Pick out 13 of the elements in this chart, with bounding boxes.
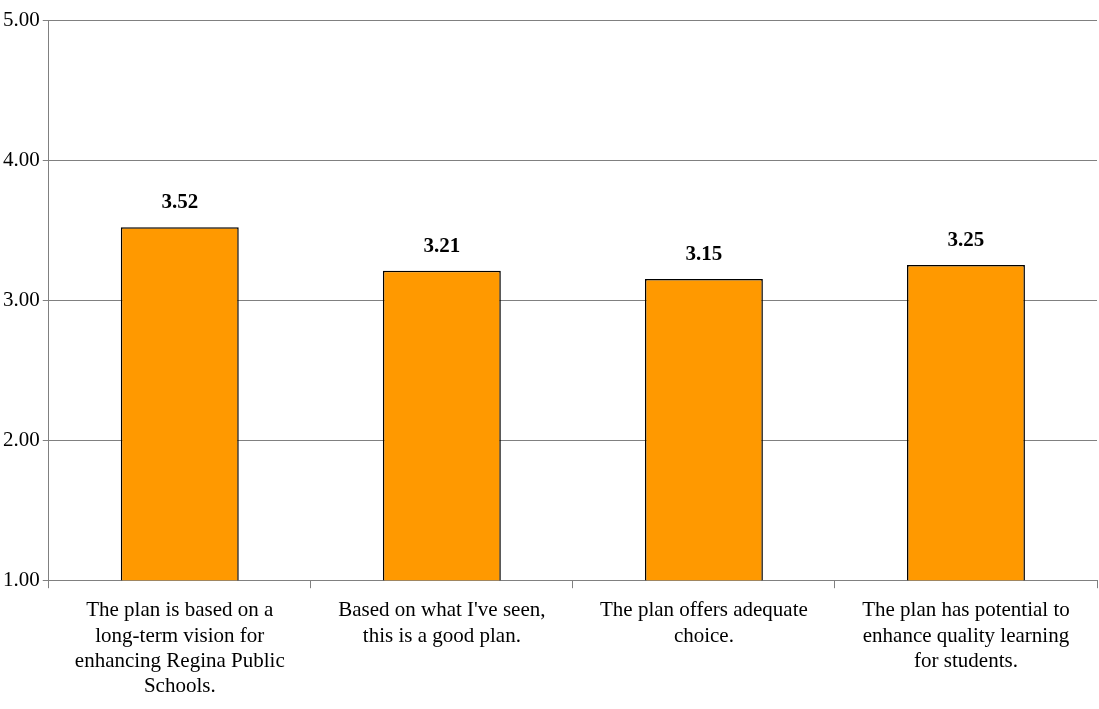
y-tick-label: 5.00 bbox=[3, 6, 40, 31]
data-label: 3.15 bbox=[685, 241, 723, 266]
y-tick-label: 3.00 bbox=[3, 286, 40, 311]
y-tick-label: 1.00 bbox=[3, 566, 40, 591]
x-tick-label: The plan offers adequate choice. bbox=[600, 597, 808, 647]
data-label: 3.52 bbox=[161, 189, 199, 214]
y-tick-label: 4.00 bbox=[3, 146, 40, 171]
data-label: 3.25 bbox=[947, 227, 985, 252]
data-label: 3.21 bbox=[423, 232, 461, 257]
x-tick-label: The plan has potential to enhance quality learning for students. bbox=[862, 597, 1070, 672]
y-tick-label: 2.00 bbox=[3, 426, 40, 451]
x-tick-label: Based on what I've seen, this is a good plan. bbox=[338, 597, 546, 647]
x-tick-label: The plan is based on a long-term vision for enhancing Regina Public Schools. bbox=[74, 597, 285, 697]
